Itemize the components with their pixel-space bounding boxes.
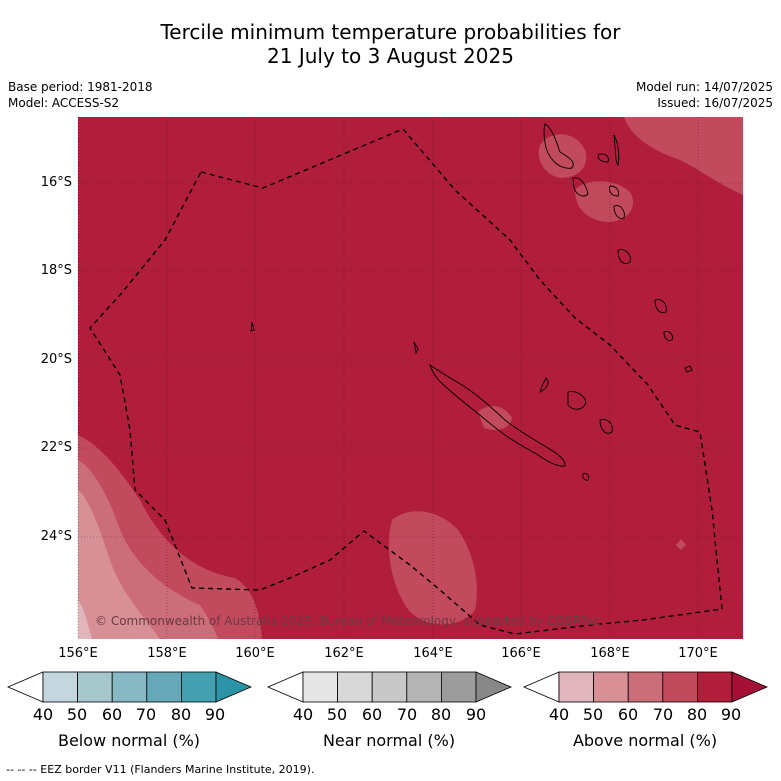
above-tick-50: 50 <box>582 705 604 724</box>
above-colorbar-segment <box>697 671 733 703</box>
colorbars <box>6 671 769 703</box>
below-tick-90: 90 <box>204 705 226 724</box>
vanuatu-espiritu-santo <box>543 123 574 169</box>
below-colorbar-max-extend <box>215 671 253 703</box>
above-tick-80: 80 <box>686 705 708 724</box>
lat-label-24s: 24°S <box>40 529 72 544</box>
region-above-50-60-sw <box>78 490 160 639</box>
above-colorbar-max-extend <box>731 671 769 703</box>
region-above-70-80-ne <box>624 117 743 195</box>
model-name: Model: ACCESS-S2 <box>8 96 120 110</box>
region-above-40-50-sw <box>78 600 92 639</box>
region-above-70-80-newcal <box>478 406 512 430</box>
near-colorbar-segment <box>302 671 338 703</box>
below-tick-70: 70 <box>135 705 157 724</box>
below-normal-colorbar <box>6 671 253 703</box>
lon-label-156e: 156°E <box>58 646 98 661</box>
meta-right: Model run: 14/07/2025 Issued: 16/07/2025 <box>636 79 773 111</box>
above-normal-title: Above normal (%) <box>572 731 718 750</box>
coastlines <box>250 123 693 481</box>
above-colorbar-min-extend <box>522 671 560 703</box>
near-colorbar-segment <box>440 671 477 703</box>
lon-label-162e: 162°E <box>324 646 364 661</box>
below-colorbar-segment <box>146 671 182 703</box>
above-colorbar-segment <box>593 671 629 703</box>
above-normal-colorbar <box>522 671 769 703</box>
near-tick-40: 40 <box>292 705 314 724</box>
longitude-gridlines <box>77 117 699 639</box>
lat-label-22s: 22°S <box>40 440 72 455</box>
vanuatu-erromango <box>617 249 631 264</box>
lon-label-160e: 160°E <box>235 646 275 661</box>
below-tick-40: 40 <box>32 705 54 724</box>
below-colorbar-segment <box>77 671 113 703</box>
vanuatu-malekula <box>572 177 589 197</box>
below-colorbar-min-extend <box>6 671 44 703</box>
belep-islands <box>413 341 419 355</box>
lat-label-16s: 16°S <box>40 175 72 190</box>
below-tick-80: 80 <box>170 705 192 724</box>
below-colorbar-segment <box>42 671 78 703</box>
islet-far-east <box>684 365 693 373</box>
below-colorbar-segment <box>111 671 148 703</box>
near-tick-80: 80 <box>430 705 452 724</box>
near-normal-title: Near normal (%) <box>322 731 456 750</box>
near-colorbar-min-extend <box>266 671 304 703</box>
above-tick-40: 40 <box>548 705 570 724</box>
near-colorbar-segment <box>406 671 442 703</box>
near-normal-colorbar <box>266 671 513 703</box>
vanuatu-ambrym <box>609 185 619 197</box>
near-tick-90: 90 <box>465 705 487 724</box>
isle-of-pines <box>582 473 590 481</box>
near-tick-60: 60 <box>361 705 383 724</box>
base-period: Base period: 1981-2018 <box>8 80 153 94</box>
above-colorbar-segment <box>627 671 664 703</box>
above-tick-60: 60 <box>617 705 639 724</box>
above-tick-90: 90 <box>720 705 742 724</box>
near-tick-70: 70 <box>396 705 418 724</box>
eez-legend-footer: -- -- -- EEZ border V11 (Flanders Marine… <box>6 763 315 776</box>
near-colorbar-segment <box>337 671 373 703</box>
below-colorbar-segment <box>180 671 217 703</box>
copyright-notice: © Commonwealth of Australia 2025, Bureau… <box>95 614 601 628</box>
vanuatu-pentecost <box>613 134 620 167</box>
meta-left: Base period: 1981-2018 Model: ACCESS-S2 <box>8 79 153 111</box>
above-colorbar-segment <box>662 671 698 703</box>
vanuatu-aneityum <box>663 331 673 341</box>
ouvea-island <box>539 377 549 393</box>
near-tick-50: 50 <box>326 705 348 724</box>
above-tick-70: 70 <box>652 705 674 724</box>
lon-label-168e: 168°E <box>590 646 630 661</box>
lifou-island <box>567 391 587 410</box>
vanuatu-maewo <box>597 153 609 163</box>
model-run: Model run: 14/07/2025 <box>635 80 773 94</box>
chesterfield-islet <box>250 321 255 332</box>
near-colorbar-max-extend <box>475 671 513 703</box>
lat-label-18s: 18°S <box>40 263 72 278</box>
above-colorbar-segment <box>558 671 594 703</box>
lat-label-20s: 20°S <box>40 352 72 367</box>
title-line-2: 21 July to 3 August 2025 <box>267 44 514 68</box>
below-normal-title: Below normal (%) <box>57 731 201 750</box>
vanuatu-tanna <box>654 299 667 313</box>
lon-label-170e: 170°E <box>678 646 718 661</box>
region-above-70-80-vanuatu-n <box>538 134 587 178</box>
issued-date: Issued: 16/07/2025 <box>657 96 773 110</box>
near-colorbar-segment <box>371 671 408 703</box>
below-tick-60: 60 <box>101 705 123 724</box>
lon-label-166e: 166°E <box>501 646 541 661</box>
title-line-1: Tercile minimum temperature probabilitie… <box>160 20 621 44</box>
region-above-70-80-spot <box>676 539 686 550</box>
lon-label-158e: 158°E <box>147 646 187 661</box>
mare-island <box>599 419 613 434</box>
below-tick-50: 50 <box>66 705 88 724</box>
lon-label-164e: 164°E <box>413 646 453 661</box>
new-caledonia-coast <box>429 363 566 467</box>
vanuatu-efate <box>613 205 625 219</box>
